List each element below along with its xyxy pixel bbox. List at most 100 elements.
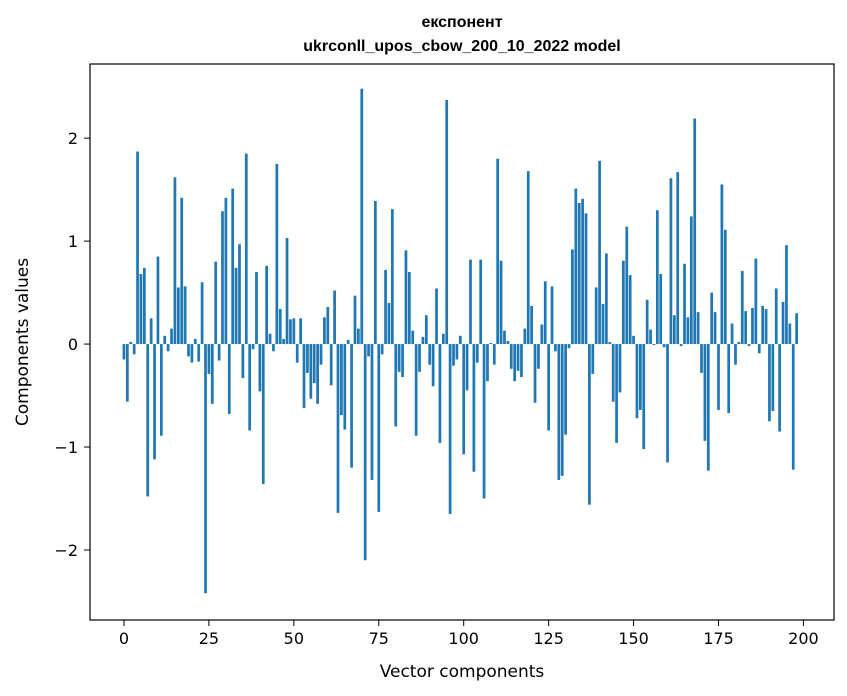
bar <box>122 344 126 360</box>
bar <box>686 317 690 345</box>
y-tick-label: 0 <box>68 335 78 354</box>
bar <box>472 344 476 472</box>
bar <box>377 344 381 512</box>
bar <box>717 344 720 410</box>
bar <box>723 229 727 345</box>
bars-group <box>122 88 802 594</box>
x-tick-label: 175 <box>703 629 734 648</box>
bar <box>530 305 533 345</box>
bar <box>401 344 404 378</box>
bar <box>428 344 432 365</box>
bar <box>489 343 493 345</box>
bar <box>608 342 612 345</box>
y-tick-label: −2 <box>54 541 78 560</box>
bar <box>676 172 680 345</box>
bar <box>581 198 584 345</box>
bar <box>357 328 360 345</box>
bar <box>672 315 676 345</box>
bar <box>255 271 258 345</box>
bar <box>632 335 635 345</box>
bar <box>411 330 415 345</box>
bar <box>231 188 235 345</box>
bar <box>248 344 252 431</box>
x-tick-label: 50 <box>284 629 304 648</box>
bar <box>503 330 506 345</box>
bar <box>295 344 299 363</box>
bar <box>350 344 353 468</box>
bar <box>126 344 129 402</box>
bar <box>452 344 455 366</box>
bar <box>526 171 530 345</box>
bar <box>506 340 510 345</box>
bar <box>513 344 517 382</box>
bar <box>469 259 472 345</box>
bar <box>520 344 523 378</box>
bar <box>397 344 401 372</box>
bar <box>710 292 714 345</box>
bar <box>346 339 350 345</box>
bar <box>747 344 751 347</box>
bar <box>139 274 143 345</box>
x-tick-label: 200 <box>788 629 819 648</box>
bar <box>183 286 187 345</box>
bar <box>258 344 262 392</box>
bar <box>778 344 781 432</box>
bar <box>340 344 343 416</box>
bar <box>353 295 357 345</box>
bar <box>642 344 646 450</box>
y-tick-label: 1 <box>68 232 78 251</box>
bar <box>557 344 561 480</box>
bar <box>781 301 785 345</box>
bar <box>146 344 150 497</box>
bar <box>554 344 557 352</box>
bar <box>367 344 370 357</box>
y-axis-label: Components values <box>13 258 33 426</box>
bar <box>689 216 693 345</box>
bar <box>618 344 622 393</box>
bar <box>302 344 306 408</box>
bar <box>204 344 207 594</box>
bar <box>785 245 788 345</box>
bar <box>652 344 656 346</box>
plot-frame <box>89 63 835 621</box>
x-axis-label: Vector components <box>380 662 545 682</box>
bar <box>509 344 513 369</box>
bar <box>374 200 377 345</box>
bar <box>193 338 197 345</box>
bar <box>605 253 608 345</box>
bar <box>190 344 194 363</box>
x-tick-label: 75 <box>369 629 389 648</box>
bar <box>730 323 734 345</box>
bar <box>445 100 449 345</box>
bar <box>289 319 292 345</box>
bar <box>214 261 218 345</box>
x-tick-label: 150 <box>618 629 649 648</box>
bar <box>550 286 554 345</box>
bar <box>540 324 544 345</box>
bar <box>479 259 483 345</box>
bar <box>197 344 201 362</box>
bar <box>720 184 724 345</box>
bar <box>696 312 700 345</box>
bar <box>391 209 394 345</box>
bar <box>564 344 567 435</box>
y-axis-ticks: −2 −1 0 1 2 <box>54 129 90 560</box>
bar <box>421 336 425 345</box>
bar <box>176 287 180 345</box>
bar <box>791 344 795 470</box>
bar <box>299 318 302 345</box>
bar <box>261 344 265 485</box>
x-tick-label: 125 <box>533 629 564 648</box>
bar <box>170 328 173 345</box>
bar <box>187 344 190 357</box>
bar <box>757 344 761 354</box>
bar <box>312 344 316 384</box>
bar <box>659 274 663 345</box>
bar <box>394 344 398 427</box>
bar <box>441 333 445 345</box>
bar <box>594 287 598 345</box>
bar <box>159 344 163 436</box>
bar <box>761 305 765 345</box>
bar <box>333 290 336 345</box>
bar <box>700 344 703 373</box>
